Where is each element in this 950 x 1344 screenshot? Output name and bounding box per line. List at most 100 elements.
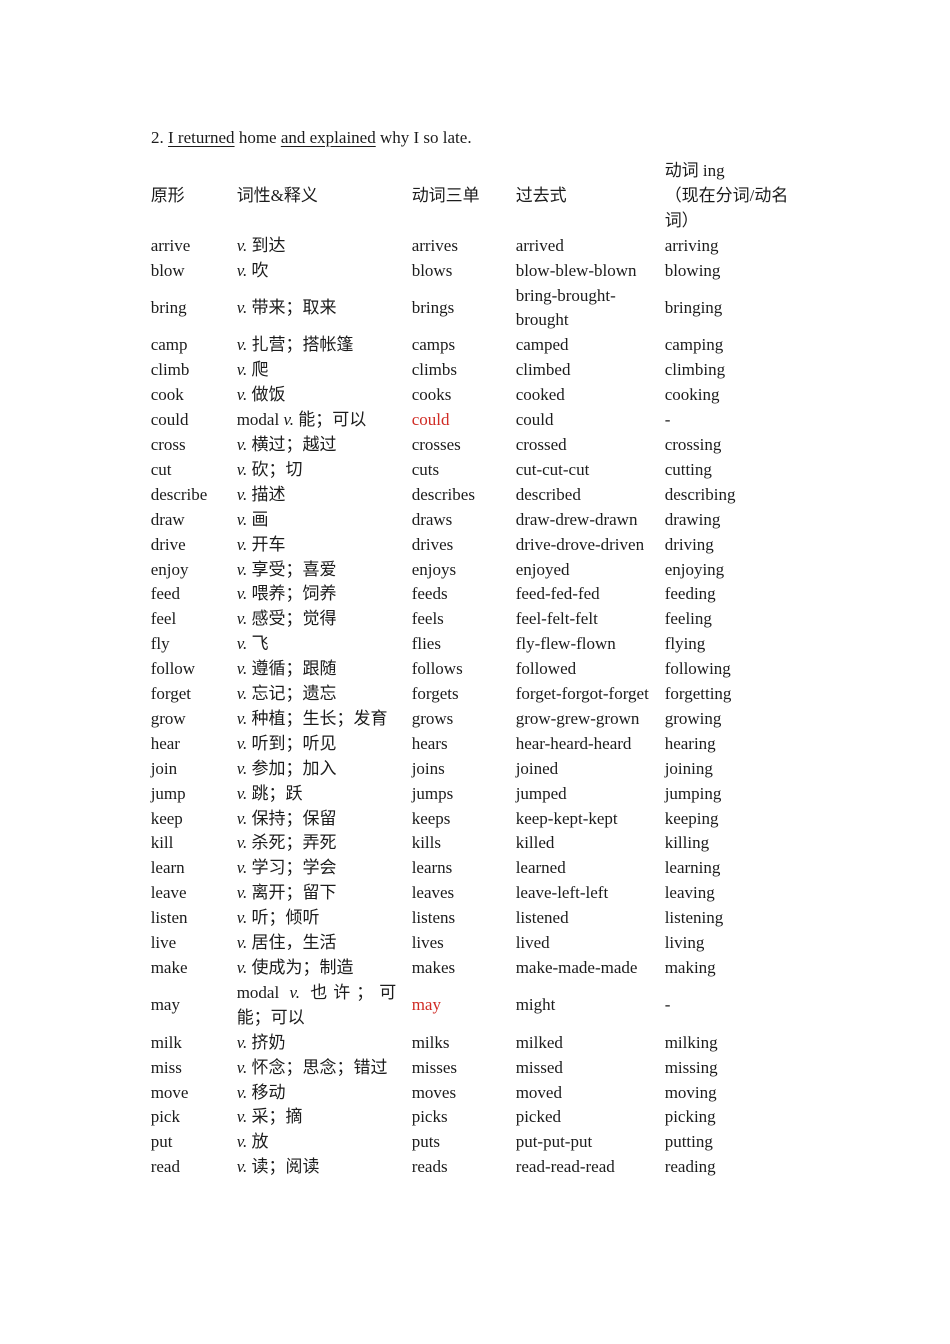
cell-third-person: follows	[411, 659, 463, 679]
cell-base-form: follow	[150, 659, 196, 679]
cell-base-form: bring	[150, 297, 187, 317]
cell-pos-meaning: v. 感受；觉得	[236, 609, 337, 629]
header-base-form: 原形	[150, 185, 185, 205]
cell-past-tense: milked	[515, 1032, 563, 1052]
cell-verb-ing: blowing	[664, 260, 721, 280]
cell-base-form: feed	[150, 584, 180, 604]
table-row: may modal v. 也许；可能；可以 may might -	[143, 981, 806, 1031]
cell-base-form: may	[150, 995, 180, 1015]
cell-verb-ing: killing	[664, 833, 710, 853]
cell-pos-meaning: v. 读；阅读	[236, 1157, 320, 1177]
cell-third-person: keeps	[411, 808, 451, 828]
cell-past-tense: missed	[515, 1057, 563, 1077]
cell-base-form: drive	[150, 534, 186, 554]
table-row: milk v. 挤奶 milks milked milking	[143, 1031, 806, 1056]
sentence: 2. I returned home and explained why I s…	[151, 128, 950, 148]
cell-base-form: kill	[150, 833, 174, 853]
cell-past-tense: put-put-put	[515, 1132, 593, 1152]
cell-third-person: picks	[411, 1107, 448, 1127]
table-row: miss v. 怀念；思念；错过 misses missed missing	[143, 1056, 806, 1081]
sentence-part: 2.	[151, 128, 168, 147]
cell-third-person: milks	[411, 1032, 450, 1052]
cell-past-tense: blow-blew-blown	[515, 260, 637, 280]
cell-pos-meaning: v. 挤奶	[236, 1032, 286, 1052]
cell-base-form: live	[150, 933, 177, 953]
cell-third-person: makes	[411, 958, 456, 977]
table-row: keep v. 保持；保留 keeps keep-kept-kept keepi…	[143, 807, 806, 832]
cell-pos-meaning: v. 横过；越过	[236, 434, 337, 454]
cell-third-person: arrives	[411, 235, 458, 255]
table-row: camp v. 扎营；搭帐篷 camps camped camping	[143, 333, 806, 358]
cell-past-tense: climbed	[515, 360, 571, 380]
cell-pos-meaning: v. 描述	[236, 484, 286, 504]
cell-verb-ing: camping	[664, 335, 724, 355]
cell-pos-meaning: v. 保持；保留	[236, 808, 337, 828]
cell-verb-ing: forgetting	[664, 684, 732, 704]
cell-past-tense: grow-grew-grown	[515, 708, 640, 728]
cell-pos-meaning: v. 听到；听见	[236, 733, 337, 753]
cell-past-tense: cooked	[515, 385, 565, 405]
cell-pos-meaning: v. 移动	[236, 1082, 286, 1102]
cell-past-tense: followed	[515, 659, 577, 679]
cell-pos-meaning: v. 学习；学会	[236, 858, 337, 878]
cell-pos-meaning: modal v. 能；可以	[236, 410, 367, 430]
cell-base-form: could	[150, 410, 189, 430]
cell-base-form: cross	[150, 434, 186, 454]
table-row: join v. 参加；加入 joins joined joining	[143, 757, 806, 782]
cell-base-form: feel	[150, 609, 177, 629]
table-row: put v. 放 puts put-put-put putting	[143, 1130, 806, 1155]
cell-third-person: camps	[411, 335, 456, 355]
cell-pos-meaning: modal v. 也许；可能；可以	[236, 982, 397, 1027]
cell-third-person: forgets	[411, 684, 459, 704]
cell-pos-meaning: v. 参加；加入	[236, 758, 337, 778]
cell-base-form: put	[150, 1132, 173, 1152]
cell-third-person: listens	[411, 908, 456, 928]
cell-base-form: miss	[150, 1057, 182, 1077]
cell-verb-ing: putting	[664, 1132, 713, 1152]
cell-verb-ing: living	[664, 933, 705, 953]
cell-verb-ing: moving	[664, 1082, 717, 1102]
cell-base-form: describe	[150, 484, 208, 504]
header-third-person: 动词三单	[411, 185, 480, 205]
cell-pos-meaning: v. 喂养；饲养	[236, 584, 337, 604]
cell-pos-meaning: v. 遵循；跟随	[236, 659, 337, 679]
table-row: drive v. 开车 drives drive-drove-driven dr…	[143, 533, 806, 558]
cell-third-person: flies	[411, 634, 441, 654]
cell-third-person: crosses	[411, 434, 461, 454]
table-row: pick v. 采；摘 picks picked picking	[143, 1105, 806, 1130]
table-row: move v. 移动 moves moved moving	[143, 1081, 806, 1106]
cell-verb-ing: -	[664, 995, 671, 1015]
cell-base-form: climb	[150, 360, 190, 380]
cell-past-tense: picked	[515, 1107, 562, 1127]
cell-third-person: cooks	[411, 385, 452, 405]
table-row: kill v. 杀死；弄死 kills killed killing	[143, 831, 806, 856]
cell-past-tense: cut-cut-cut	[515, 459, 590, 479]
table-row: bring v. 带来；取来 brings bring-brought-brou…	[143, 284, 806, 334]
table-row: hear v. 听到；听见 hears hear-heard-heard hea…	[143, 732, 806, 757]
cell-past-tense: might	[515, 995, 556, 1015]
cell-pos-meaning: v. 采；摘	[236, 1107, 303, 1127]
cell-third-person: puts	[411, 1132, 441, 1152]
cell-verb-ing: cooking	[664, 385, 720, 405]
cell-base-form: move	[150, 1082, 189, 1102]
header-past-tense: 过去式	[515, 185, 567, 205]
cell-pos-meaning: v. 画	[236, 509, 269, 529]
cell-third-person: moves	[411, 1082, 457, 1102]
cell-base-form: fly	[150, 634, 170, 654]
cell-third-person: climbs	[411, 360, 458, 380]
cell-base-form: leave	[150, 883, 187, 903]
cell-pos-meaning: v. 听；倾听	[236, 908, 320, 928]
cell-third-person: cuts	[411, 459, 440, 479]
table-row: cross v. 横过；越过 crosses crossed crossing	[143, 433, 806, 458]
table-row: live v. 居住，生活 lives lived living	[143, 931, 806, 956]
table-row: enjoy v. 享受；喜爱 enjoys enjoyed enjoying	[143, 558, 806, 583]
cell-pos-meaning: v. 居住，生活	[236, 933, 337, 953]
table-row: feed v. 喂养；饲养 feeds feed-fed-fed feeding	[143, 582, 806, 607]
cell-past-tense: crossed	[515, 434, 567, 454]
sentence-part: why I so late.	[375, 128, 472, 147]
cell-past-tense: listened	[515, 908, 569, 928]
cell-third-person: learns	[411, 858, 453, 878]
sentence-part: and explained	[280, 128, 376, 147]
table-row: grow v. 种植；生长；发育 grows grow-grew-grown g…	[143, 707, 806, 732]
cell-past-tense: joined	[515, 758, 559, 778]
